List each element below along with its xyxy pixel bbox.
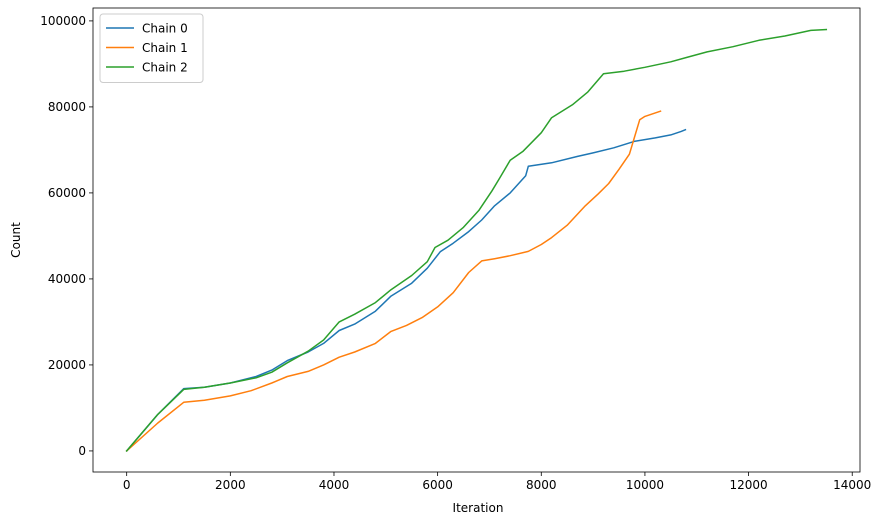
y-tick-label: 40000 (48, 272, 86, 286)
legend: Chain 0 Chain 1 Chain 2 (99, 13, 204, 83)
x-tick-label: 12000 (729, 478, 767, 492)
x-tick-label: 14000 (833, 478, 871, 492)
series-line-0 (125, 128, 687, 452)
x-tick-label: 10000 (626, 478, 664, 492)
plot-area (93, 8, 860, 472)
y-tick-label: 60000 (48, 186, 86, 200)
x-tick-label: 6000 (422, 478, 453, 492)
y-tick-label: 80000 (48, 100, 86, 114)
legend-label-0: Chain 0 (142, 22, 188, 36)
x-tick-label: 0 (123, 478, 131, 492)
y-tick-label: 0 (78, 444, 86, 458)
x-tick-label: 2000 (215, 478, 246, 492)
x-tick-label: 8000 (526, 478, 557, 492)
legend-label-1: Chain 1 (142, 41, 188, 55)
y-axis-ticks: 0 20000 40000 60000 80000 100000 (40, 14, 93, 458)
series-layer (125, 28, 828, 452)
legend-box (99, 13, 204, 83)
x-tick-label: 4000 (319, 478, 350, 492)
series-line-2 (125, 28, 828, 452)
x-axis-ticks: 0 2000 4000 6000 8000 10000 12000 14000 (123, 472, 871, 492)
legend-label-2: Chain 2 (142, 61, 188, 75)
y-tick-label: 100000 (40, 14, 86, 28)
x-axis-label: Iteration (453, 501, 504, 515)
plot-frame (92, 7, 861, 473)
y-axis-label: Count (9, 222, 23, 258)
series-line-1 (125, 110, 662, 452)
y-tick-label: 20000 (48, 358, 86, 372)
